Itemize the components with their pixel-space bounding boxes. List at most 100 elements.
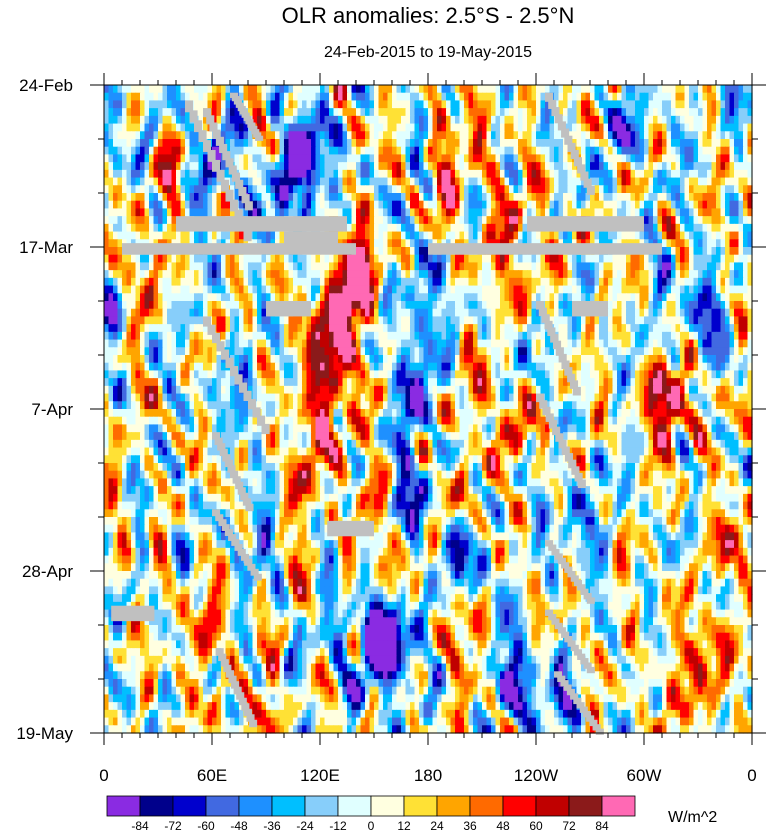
field-cell bbox=[450, 193, 456, 202]
field-cell bbox=[711, 254, 717, 264]
field-cell bbox=[126, 92, 132, 102]
field-cell bbox=[342, 85, 348, 94]
field-cell bbox=[347, 100, 353, 109]
field-cell bbox=[711, 277, 717, 287]
field-cell bbox=[684, 123, 690, 132]
field-cell bbox=[729, 254, 735, 264]
field-cell bbox=[297, 331, 303, 341]
field-cell bbox=[171, 223, 177, 233]
field-cell bbox=[239, 262, 245, 271]
field-cell bbox=[545, 270, 551, 279]
field-cell bbox=[257, 85, 263, 94]
field-cell bbox=[171, 347, 177, 356]
field-cell bbox=[117, 270, 123, 279]
field-cell bbox=[360, 254, 366, 264]
field-cell bbox=[266, 193, 272, 202]
field-cell bbox=[374, 254, 380, 264]
field-cell bbox=[194, 193, 200, 202]
field-cell bbox=[279, 169, 285, 179]
field-cell bbox=[302, 115, 308, 125]
field-cell bbox=[311, 85, 317, 94]
field-cell bbox=[743, 85, 749, 94]
field-cell bbox=[288, 270, 294, 279]
field-cell bbox=[446, 123, 452, 132]
field-cell bbox=[329, 200, 335, 210]
field-cell bbox=[594, 262, 600, 271]
field-cell bbox=[482, 154, 488, 163]
field-cell bbox=[419, 285, 425, 294]
field-cell bbox=[293, 316, 299, 325]
field-cell bbox=[693, 301, 699, 310]
field-cell bbox=[410, 92, 416, 102]
field-cell bbox=[558, 270, 564, 279]
field-cell bbox=[302, 277, 308, 287]
field-cell bbox=[257, 169, 263, 179]
field-cell bbox=[401, 308, 407, 318]
field-cell bbox=[648, 308, 654, 318]
field-cell bbox=[167, 293, 173, 302]
field-cell bbox=[149, 146, 155, 156]
field-cell bbox=[347, 293, 353, 302]
field-cell bbox=[378, 131, 384, 140]
field-cell bbox=[338, 123, 344, 132]
field-cell bbox=[108, 316, 114, 325]
field-cell bbox=[302, 146, 308, 156]
field-cell bbox=[293, 270, 299, 279]
field-cell bbox=[293, 331, 299, 341]
field-cell bbox=[711, 208, 717, 217]
field-cell bbox=[104, 308, 110, 318]
field-cell bbox=[387, 193, 393, 202]
field-cell bbox=[455, 146, 461, 156]
field-cell bbox=[414, 270, 420, 279]
field-cell bbox=[482, 146, 488, 156]
field-cell bbox=[162, 324, 168, 333]
field-cell bbox=[311, 339, 317, 348]
field-cell bbox=[432, 146, 438, 156]
field-cell bbox=[635, 177, 641, 186]
field-cell bbox=[716, 123, 722, 132]
field-cell bbox=[464, 200, 470, 210]
field-cell bbox=[396, 247, 402, 256]
field-cell bbox=[590, 339, 596, 348]
field-cell bbox=[275, 100, 281, 109]
field-cell bbox=[698, 231, 704, 240]
field-cell bbox=[743, 285, 749, 294]
field-cell bbox=[486, 123, 492, 132]
field-cell bbox=[482, 262, 488, 271]
field-cell bbox=[293, 169, 299, 179]
field-cell bbox=[203, 123, 209, 132]
field-cell bbox=[500, 92, 506, 102]
field-cell bbox=[725, 131, 731, 140]
field-cell bbox=[491, 262, 497, 271]
field-cell bbox=[450, 131, 456, 140]
field-cell bbox=[297, 277, 303, 287]
field-cell bbox=[725, 169, 731, 179]
field-cell bbox=[482, 100, 488, 109]
field-cell bbox=[108, 154, 114, 163]
field-cell bbox=[621, 169, 627, 179]
field-cell bbox=[338, 139, 344, 148]
field-cell bbox=[356, 254, 362, 264]
field-cell bbox=[639, 139, 645, 148]
field-cell bbox=[135, 100, 141, 109]
field-cell bbox=[320, 92, 326, 102]
field-cell bbox=[437, 262, 443, 271]
field-cell bbox=[374, 162, 380, 171]
field-cell bbox=[374, 131, 380, 140]
field-cell bbox=[338, 231, 344, 240]
field-cell bbox=[734, 200, 740, 210]
field-cell bbox=[437, 347, 443, 356]
field-cell bbox=[135, 146, 141, 156]
field-cell bbox=[203, 200, 209, 210]
field-cell bbox=[333, 316, 339, 325]
field-cell bbox=[342, 146, 348, 156]
field-cell bbox=[266, 123, 272, 132]
field-cell bbox=[608, 185, 614, 194]
field-cell bbox=[365, 331, 371, 341]
field-cell bbox=[473, 339, 479, 348]
field-cell bbox=[144, 254, 150, 264]
field-cell bbox=[599, 277, 605, 287]
field-cell bbox=[495, 216, 501, 225]
field-cell bbox=[167, 331, 173, 341]
field-cell bbox=[630, 123, 636, 132]
